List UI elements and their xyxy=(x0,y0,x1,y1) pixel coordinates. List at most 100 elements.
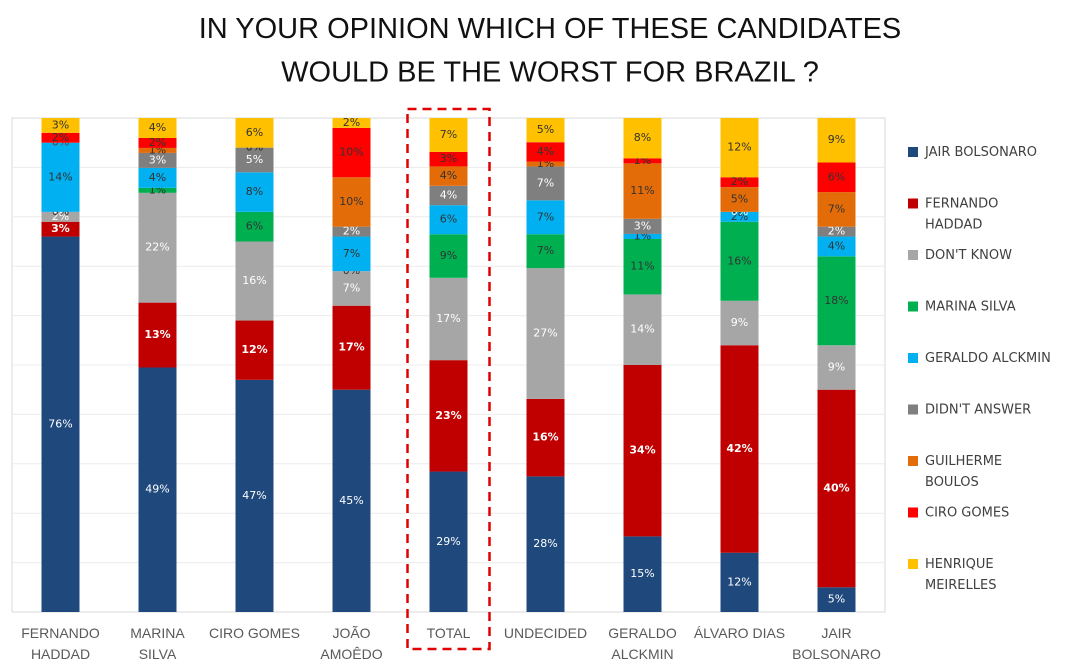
data-label: 3% xyxy=(149,153,166,166)
data-label: 2% xyxy=(52,210,69,223)
data-label: 7% xyxy=(828,202,845,215)
bar-segment xyxy=(526,200,565,235)
bar-segment xyxy=(235,118,274,148)
data-label: 27% xyxy=(533,327,557,340)
bar-segment xyxy=(235,320,274,380)
legend-label: GERALDO ALCKMIN xyxy=(925,351,1051,366)
bar-segment xyxy=(623,238,662,295)
bar-segment xyxy=(235,172,274,212)
data-label: 6% xyxy=(246,220,263,233)
bar-segment xyxy=(720,177,759,188)
bar-segment xyxy=(429,234,468,278)
bar-segment xyxy=(720,118,759,178)
bar-segment xyxy=(429,166,468,186)
legend-swatch xyxy=(908,559,918,569)
data-label: 4% xyxy=(537,145,554,158)
data-label: 3% xyxy=(52,118,69,131)
chart-title: IN YOUR OPINION WHICH OF THESE CANDIDATE… xyxy=(199,13,902,89)
bar-segment xyxy=(429,471,468,612)
bar-segment xyxy=(138,147,177,153)
data-label: 5% xyxy=(731,193,748,206)
bar-segment xyxy=(720,221,759,301)
bar-segment xyxy=(138,302,177,368)
bar-segment xyxy=(526,268,565,399)
bar-segment xyxy=(623,118,662,159)
legend-swatch xyxy=(908,456,918,466)
data-label: 76% xyxy=(48,417,72,430)
data-label: 7% xyxy=(537,176,554,189)
data-label: 11% xyxy=(630,184,654,197)
data-label: 4% xyxy=(149,121,166,134)
data-label: 9% xyxy=(828,133,845,146)
x-tick-label: CIRO GOMES xyxy=(209,625,300,641)
bar-segment xyxy=(429,277,468,361)
data-label: 42% xyxy=(726,442,752,455)
data-label: 2% xyxy=(731,210,748,223)
legend-swatch xyxy=(908,404,918,415)
data-label: 2% xyxy=(828,225,845,238)
data-label: 2% xyxy=(343,116,360,129)
x-tick-label: ÁLVARO DIAS xyxy=(694,625,785,641)
x-tick-label: TOTAL xyxy=(427,625,471,641)
legend-label: FERNANDO HADDAD xyxy=(925,196,998,232)
data-label: 6% xyxy=(828,170,845,183)
data-label: 8% xyxy=(634,131,651,144)
bar-segment xyxy=(526,142,565,162)
x-tick-label: JAIR BOLSONARO xyxy=(792,625,881,662)
bar-segment xyxy=(623,365,662,537)
bar-segment xyxy=(332,118,371,128)
bar-segment xyxy=(817,389,856,588)
bar-segment xyxy=(429,360,468,472)
x-tick-label: UNDECIDED xyxy=(504,625,587,641)
data-label: 4% xyxy=(828,239,845,252)
bar-segment xyxy=(623,218,662,234)
bar-segment xyxy=(332,271,371,306)
bar-segment xyxy=(332,389,371,612)
bar-segment xyxy=(623,233,662,239)
bar-segment xyxy=(138,152,177,168)
data-label: 17% xyxy=(338,341,364,354)
bar-segment xyxy=(41,236,80,612)
data-label: 9% xyxy=(731,316,748,329)
data-label: 7% xyxy=(537,210,554,223)
data-label: 23% xyxy=(435,409,461,422)
data-label: 2% xyxy=(52,131,69,144)
bar-segment xyxy=(41,132,80,143)
bar-segment xyxy=(526,476,565,612)
bar-segment xyxy=(429,205,468,235)
bar-segment xyxy=(817,345,856,390)
x-tick-label: GERALDO ALCKMIN xyxy=(608,625,677,662)
data-label: 3% xyxy=(440,152,457,165)
legend-label: DON'T KNOW xyxy=(925,248,1012,263)
legend-label: MARINA SILVA xyxy=(925,299,1016,314)
bar-segment xyxy=(138,367,177,612)
data-label: 5% xyxy=(828,593,845,606)
bar-segment xyxy=(332,127,371,178)
bar-segment xyxy=(720,345,759,553)
data-label: 3% xyxy=(51,222,70,235)
bar-segment xyxy=(526,166,565,201)
data-label: 5% xyxy=(537,123,554,136)
x-tick-label: JOÃO AMOÊDO xyxy=(320,625,382,662)
legend-label: HENRIQUE MEIRELLES xyxy=(925,557,996,593)
highlight-box xyxy=(406,107,491,651)
legend-swatch xyxy=(908,301,918,312)
bar-segment xyxy=(41,142,80,212)
legend-swatch xyxy=(908,147,918,157)
legend-label: DIDN'T ANSWER xyxy=(925,402,1031,417)
data-label: 29% xyxy=(436,535,460,548)
data-label: 11% xyxy=(630,260,654,273)
legend-swatch xyxy=(908,198,918,209)
data-label: 2% xyxy=(731,175,748,188)
bar-segment xyxy=(429,118,468,152)
bar-segment xyxy=(623,536,662,612)
data-label: 22% xyxy=(145,241,169,254)
data-label: 7% xyxy=(537,244,554,257)
bar-segment xyxy=(429,151,468,167)
legend-label: GUILHERME BOULOS xyxy=(925,454,1002,490)
legend-swatch xyxy=(908,353,918,363)
data-label: 2% xyxy=(343,225,360,238)
data-label: 4% xyxy=(440,188,457,201)
bar-segment xyxy=(235,147,274,173)
